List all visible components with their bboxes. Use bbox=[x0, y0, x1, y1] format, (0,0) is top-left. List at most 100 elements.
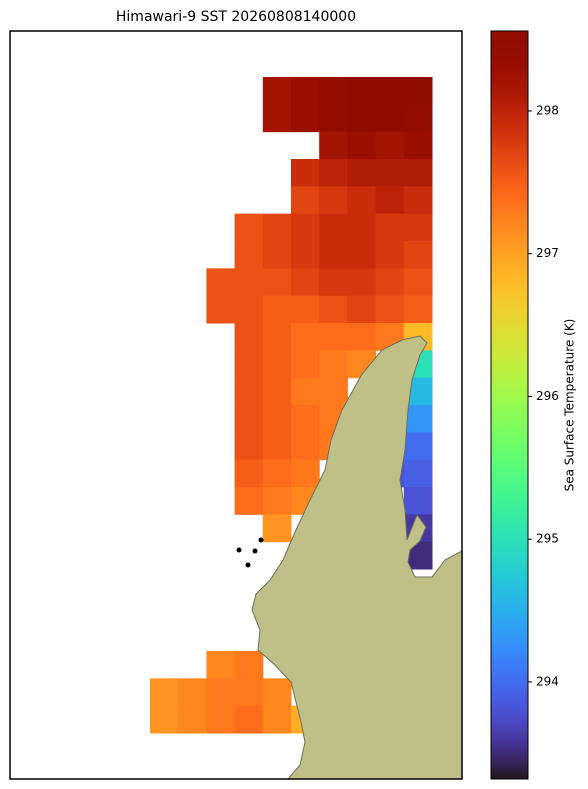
sst-cell bbox=[375, 77, 405, 105]
sst-cell bbox=[375, 131, 405, 160]
sst-cell bbox=[291, 77, 320, 105]
sst-cell bbox=[403, 159, 433, 187]
chart-title: Himawari-9 SST 20260808140000 bbox=[116, 9, 356, 25]
land bbox=[251, 335, 463, 780]
sst-cell bbox=[319, 350, 348, 379]
sst-cell bbox=[319, 159, 348, 187]
sst-cell bbox=[403, 295, 433, 324]
sst-cell bbox=[403, 241, 433, 269]
colorbar-label: Sea Surface Temperature (K) bbox=[563, 319, 577, 492]
sst-cell bbox=[206, 678, 236, 707]
sst-cell bbox=[234, 651, 264, 679]
sst-cell bbox=[262, 295, 292, 324]
sst-cell bbox=[234, 213, 264, 242]
sst-cell bbox=[178, 705, 207, 734]
colorbar bbox=[490, 30, 529, 780]
point bbox=[258, 537, 264, 543]
sst-cell bbox=[319, 213, 348, 242]
sst-cell bbox=[375, 186, 405, 215]
colorbar-tick-label: 294 bbox=[536, 674, 559, 688]
sst-cell bbox=[291, 432, 320, 461]
sst-cell bbox=[291, 241, 320, 269]
sst-cell bbox=[403, 432, 433, 461]
sst-cell bbox=[262, 405, 292, 433]
sst-cell bbox=[206, 705, 236, 734]
colorbar-tick-label: 295 bbox=[536, 532, 559, 546]
sst-cell bbox=[347, 295, 377, 324]
sst-cell bbox=[347, 159, 377, 187]
sst-cell bbox=[403, 131, 433, 160]
sst-cell bbox=[262, 678, 292, 707]
sst-cell bbox=[262, 323, 292, 351]
sst-cell bbox=[206, 295, 236, 324]
sst-cell bbox=[347, 131, 377, 160]
sst-cell bbox=[178, 678, 207, 707]
sst-cell bbox=[262, 377, 292, 406]
sst-cell bbox=[262, 77, 292, 105]
sst-cell bbox=[403, 186, 433, 215]
sst-cell bbox=[403, 268, 433, 297]
sst-cell bbox=[291, 104, 320, 133]
colorbar-tick-label: 298 bbox=[536, 103, 559, 117]
sst-cell bbox=[150, 678, 179, 707]
sst-cell bbox=[347, 323, 377, 351]
sst-cell bbox=[319, 295, 348, 324]
sst-cell bbox=[347, 186, 377, 215]
sst-cell bbox=[262, 241, 292, 269]
sst-cell bbox=[234, 295, 264, 324]
sst-cell bbox=[291, 186, 320, 215]
sst-cell bbox=[319, 77, 348, 105]
sst-cell bbox=[291, 295, 320, 324]
sst-cell bbox=[234, 432, 264, 461]
sst-cell bbox=[234, 487, 264, 515]
sst-cell bbox=[150, 705, 179, 734]
sst-cell bbox=[375, 159, 405, 187]
sst-cell bbox=[347, 213, 377, 242]
sst-cell bbox=[262, 213, 292, 242]
sst-cell bbox=[291, 268, 320, 297]
sst-cell bbox=[291, 405, 320, 433]
sst-cell bbox=[234, 459, 264, 488]
sst-cell bbox=[403, 213, 433, 242]
sst-cell bbox=[319, 186, 348, 215]
sst-cell bbox=[291, 459, 320, 488]
sst-cell bbox=[319, 268, 348, 297]
sst-cell bbox=[347, 104, 377, 133]
sst-cell bbox=[319, 323, 348, 351]
sst-cell bbox=[347, 77, 377, 105]
sst-cell bbox=[403, 459, 433, 488]
sst-cell bbox=[206, 651, 236, 679]
sst-cell bbox=[262, 432, 292, 461]
sst-cell bbox=[234, 705, 264, 734]
sst-cell bbox=[262, 268, 292, 297]
sst-cell bbox=[319, 241, 348, 269]
station-points bbox=[236, 537, 264, 568]
point bbox=[252, 548, 258, 554]
sst-cell bbox=[291, 159, 320, 187]
sst-cell bbox=[262, 705, 292, 734]
sst-cell bbox=[403, 487, 433, 515]
sst-cell bbox=[375, 213, 405, 242]
sst-cell bbox=[403, 405, 433, 433]
sst-cell bbox=[375, 295, 405, 324]
sst-cell bbox=[291, 213, 320, 242]
sst-cell bbox=[234, 377, 264, 406]
sst-cell bbox=[319, 377, 348, 406]
sst-cell bbox=[347, 268, 377, 297]
sst-cell bbox=[262, 104, 292, 133]
sst-cell bbox=[291, 350, 320, 379]
sst-cell bbox=[375, 241, 405, 269]
sst-cell bbox=[234, 241, 264, 269]
sst-cell bbox=[347, 241, 377, 269]
sst-cell bbox=[291, 377, 320, 406]
sst-cell bbox=[403, 104, 433, 133]
sst-cell bbox=[234, 268, 264, 297]
sst-cell bbox=[262, 459, 292, 488]
sst-cell bbox=[403, 77, 433, 105]
point bbox=[245, 562, 251, 568]
sst-cell bbox=[262, 514, 292, 543]
sst-cell bbox=[291, 323, 320, 351]
sst-cell bbox=[206, 268, 236, 297]
